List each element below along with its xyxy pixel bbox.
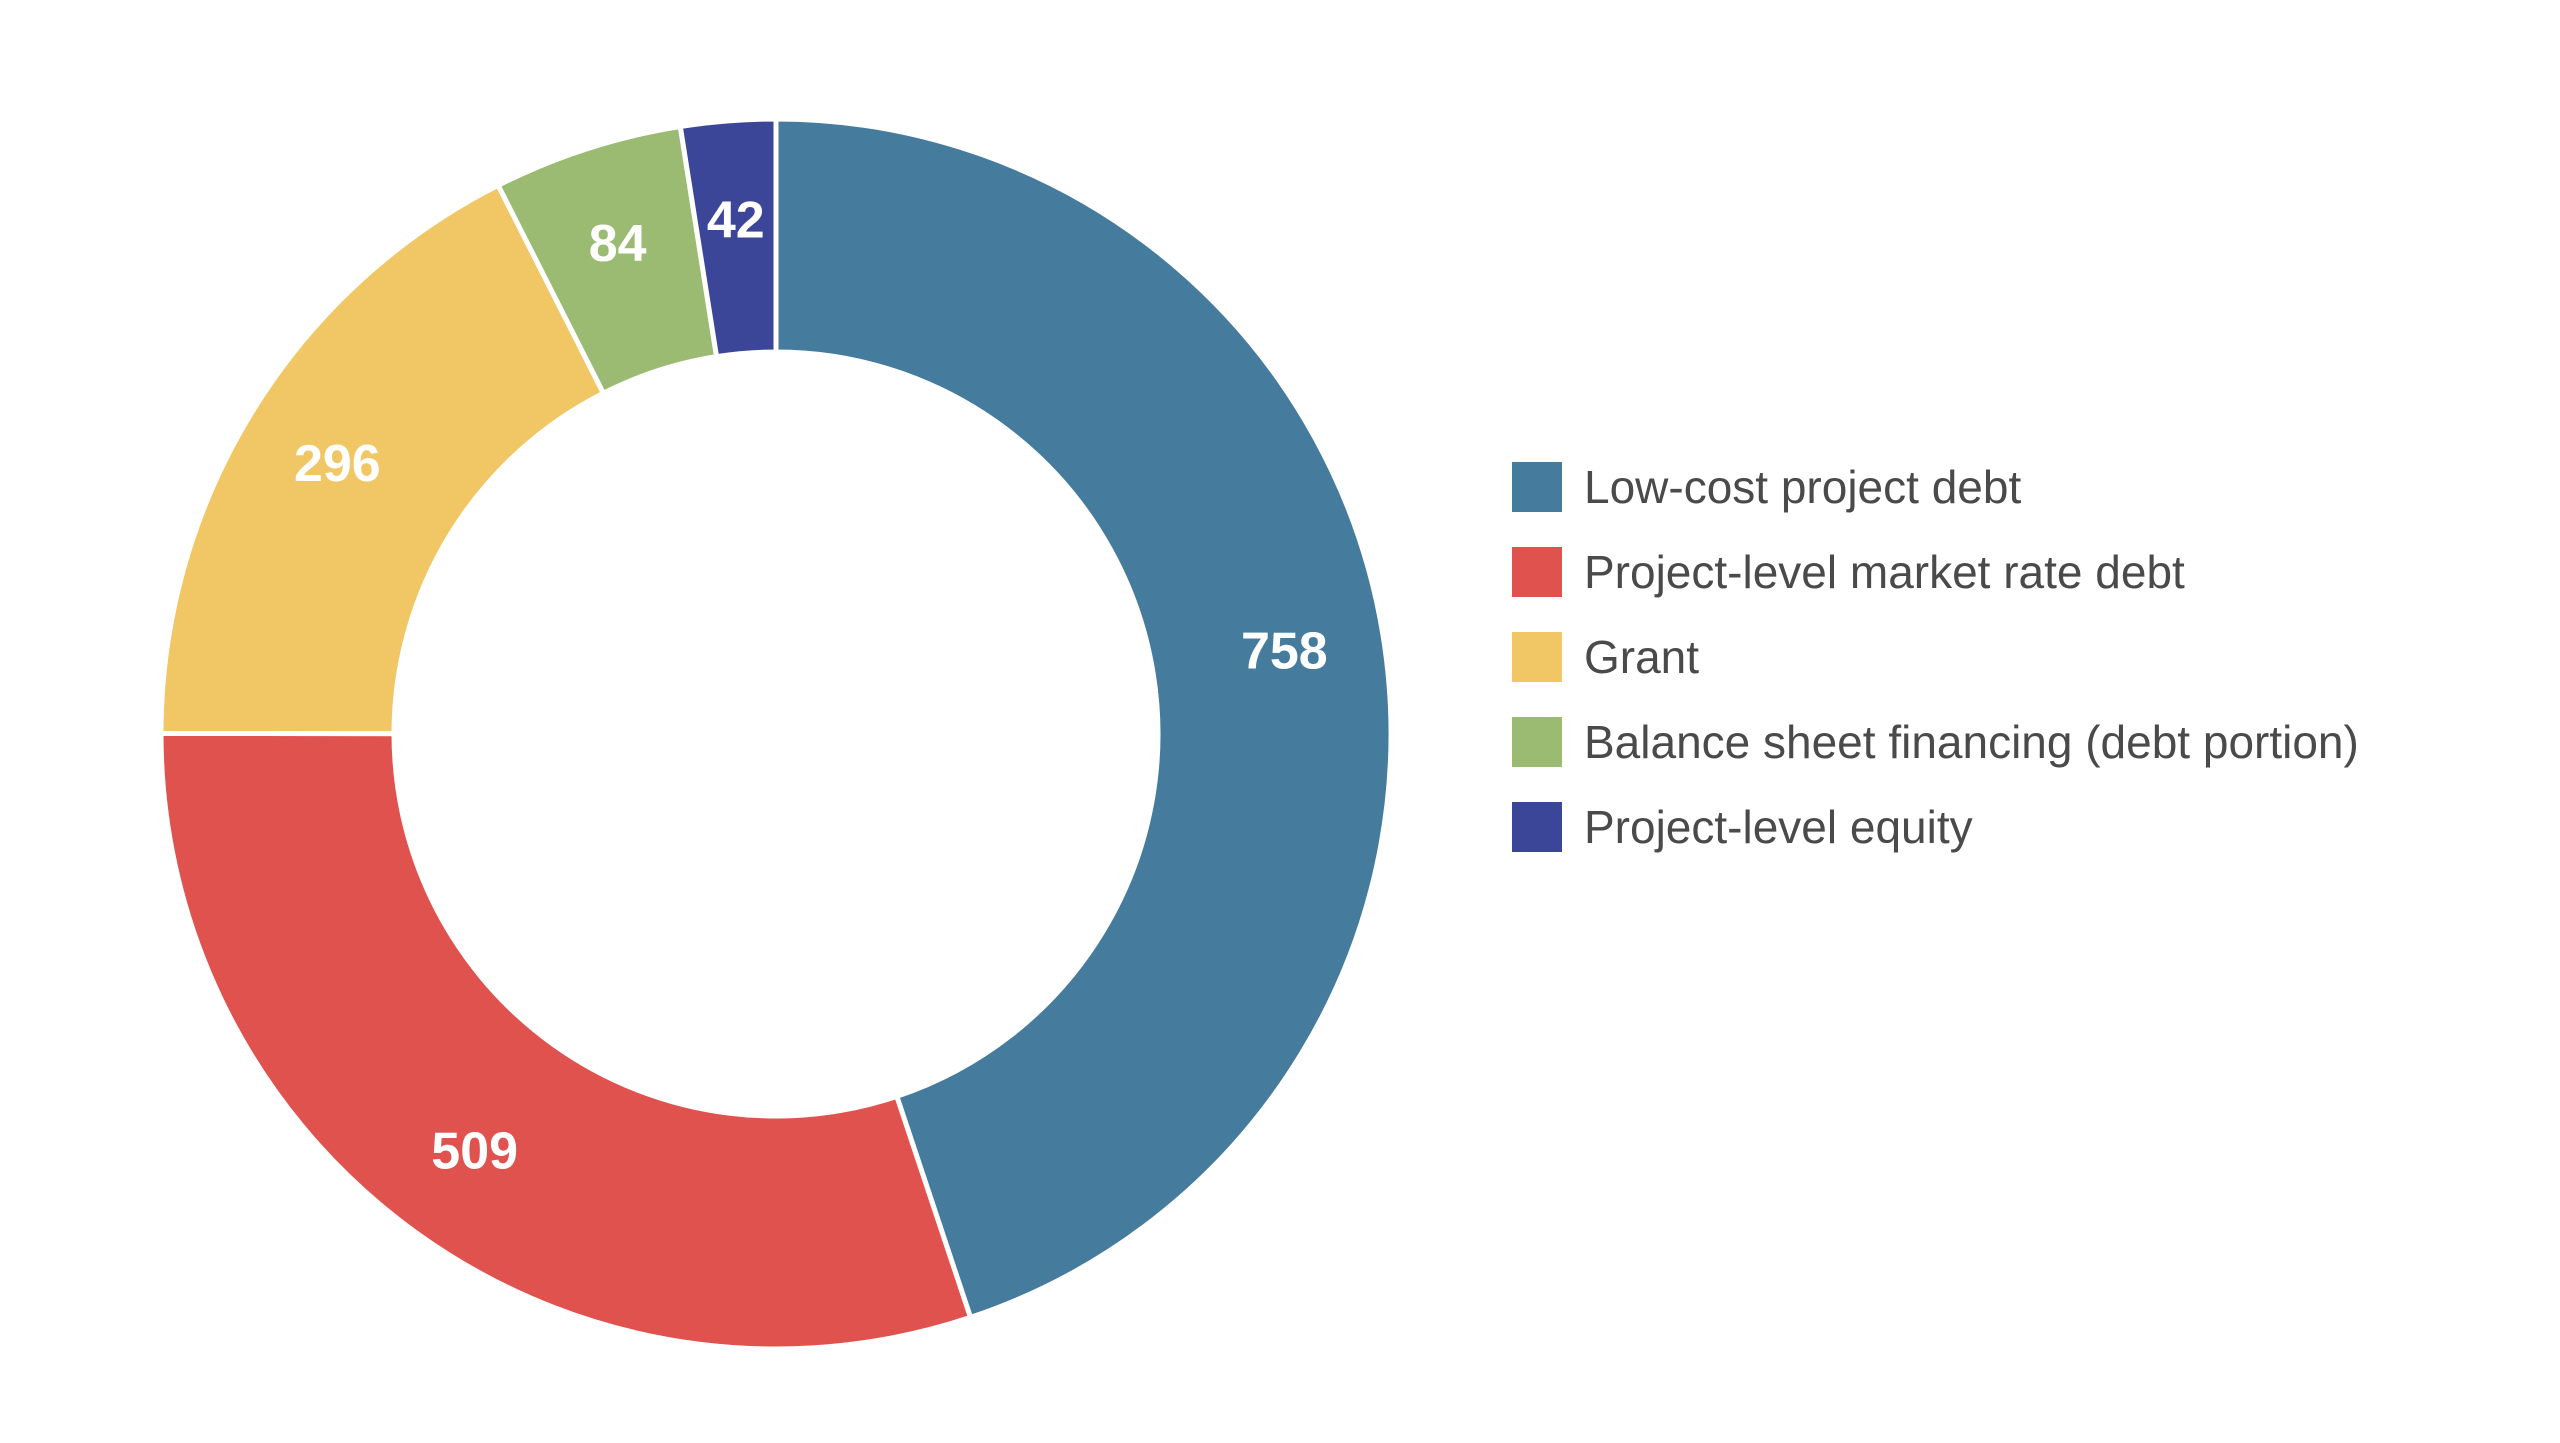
slice-value-label: 42 <box>707 192 765 250</box>
slice-value-label: 509 <box>431 1123 518 1181</box>
legend-item: Grant <box>1512 631 1699 683</box>
legend-swatch <box>1512 802 1562 852</box>
legend-label: Grant <box>1584 631 1699 683</box>
donut-slice-project-level-market-rate-debt <box>158 730 974 1352</box>
legend-item: Project-level equity <box>1512 801 1973 853</box>
legend-label: Project-level equity <box>1584 801 1973 853</box>
donut-slice-low-cost-project-debt <box>773 116 1394 1321</box>
legend-swatch <box>1512 462 1562 512</box>
legend-item: Balance sheet financing (debt portion) <box>1512 716 2359 768</box>
legend-label: Low-cost project debt <box>1584 461 2021 513</box>
donut-slice-project-level-equity <box>677 116 779 360</box>
legend-label: Balance sheet financing (debt portion) <box>1584 716 2359 768</box>
legend-label: Project-level market rate debt <box>1584 546 2185 598</box>
donut-slices <box>158 116 1394 1352</box>
legend-item: Low-cost project debt <box>1512 461 2021 513</box>
legend-swatch <box>1512 717 1562 767</box>
slice-value-label: 84 <box>589 215 647 273</box>
slice-value-label: 758 <box>1241 622 1328 680</box>
legend-swatch <box>1512 632 1562 682</box>
slice-value-label: 296 <box>294 435 381 493</box>
chart-legend: Low-cost project debt Project-level marke… <box>1512 461 2359 853</box>
donut-slice-grant <box>158 181 607 737</box>
legend-swatch <box>1512 547 1562 597</box>
legend-item: Project-level market rate debt <box>1512 546 2185 598</box>
slice-value-labels: 758 509 296 84 42 <box>294 192 1328 1181</box>
